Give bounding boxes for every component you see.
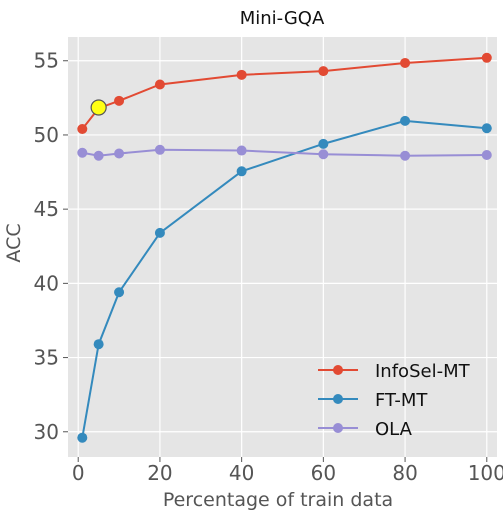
legend-marker	[333, 365, 343, 375]
data-point-infosel-mt	[77, 124, 88, 135]
highlight-layer	[90, 99, 107, 116]
data-point-ft-mt	[481, 123, 492, 134]
x-tick-label: 80	[392, 461, 417, 485]
data-point-infosel-mt	[114, 95, 125, 106]
data-point-ola	[318, 149, 329, 160]
data-point-infosel-mt	[154, 79, 165, 90]
data-point-ola	[154, 144, 165, 155]
data-point-ft-mt	[77, 432, 88, 443]
y-tick-label: 45	[34, 197, 59, 221]
data-point-ft-mt	[236, 166, 247, 177]
data-point-ola	[400, 150, 411, 161]
data-point-ola	[236, 145, 247, 156]
y-tick-label: 30	[34, 420, 59, 444]
y-tick-label: 55	[34, 49, 59, 73]
data-point-ft-mt	[154, 227, 165, 238]
data-point-ola	[93, 150, 104, 161]
data-point-ola	[481, 149, 492, 160]
chart-title: Mini-GQA	[240, 8, 325, 29]
legend: InfoSel-MT FT-MT OLA	[318, 361, 471, 440]
gridlines	[68, 37, 497, 457]
y-axis-label: ACC	[3, 223, 25, 262]
x-tick-label: 20	[147, 461, 172, 485]
legend-marker	[333, 423, 343, 433]
data-point-infosel-mt	[400, 57, 411, 68]
data-point-ola	[114, 148, 125, 159]
plot-background	[68, 37, 497, 457]
x-tick-label: 60	[311, 461, 336, 485]
x-tick-label: 0	[72, 461, 85, 485]
legend-label: OLA	[375, 419, 413, 440]
data-point-ft-mt	[318, 138, 329, 149]
series-ft-mt	[77, 115, 492, 443]
series-lines	[77, 52, 492, 443]
legend-item-infosel-mt: InfoSel-MT	[318, 361, 471, 382]
data-point-infosel-mt	[481, 52, 492, 63]
data-point-ft-mt	[400, 115, 411, 126]
legend-label: FT-MT	[375, 390, 428, 411]
data-point-infosel-mt	[318, 66, 329, 77]
data-point-ola	[77, 147, 88, 158]
legend-label: InfoSel-MT	[375, 361, 471, 382]
data-point-infosel-mt	[236, 69, 247, 80]
legend-item-ft-mt: FT-MT	[318, 390, 428, 411]
highlight-point	[90, 99, 107, 116]
y-tick-label: 40	[34, 271, 59, 295]
tick-labels: 0 20 40 60 80 100 30 35 40 45 50 55	[34, 49, 503, 485]
legend-marker	[333, 394, 343, 404]
series-line-ft-mt	[81, 119, 487, 438]
series-ola	[77, 144, 492, 161]
x-tick-label: 40	[229, 461, 254, 485]
legend-item-ola: OLA	[318, 419, 413, 440]
data-point-ft-mt	[93, 339, 104, 350]
x-tick-label: 100	[468, 461, 503, 485]
data-point-ft-mt	[114, 287, 125, 298]
x-axis-label: Percentage of train data	[163, 489, 393, 511]
y-tick-label: 50	[34, 123, 59, 147]
y-tick-label: 35	[34, 346, 59, 370]
